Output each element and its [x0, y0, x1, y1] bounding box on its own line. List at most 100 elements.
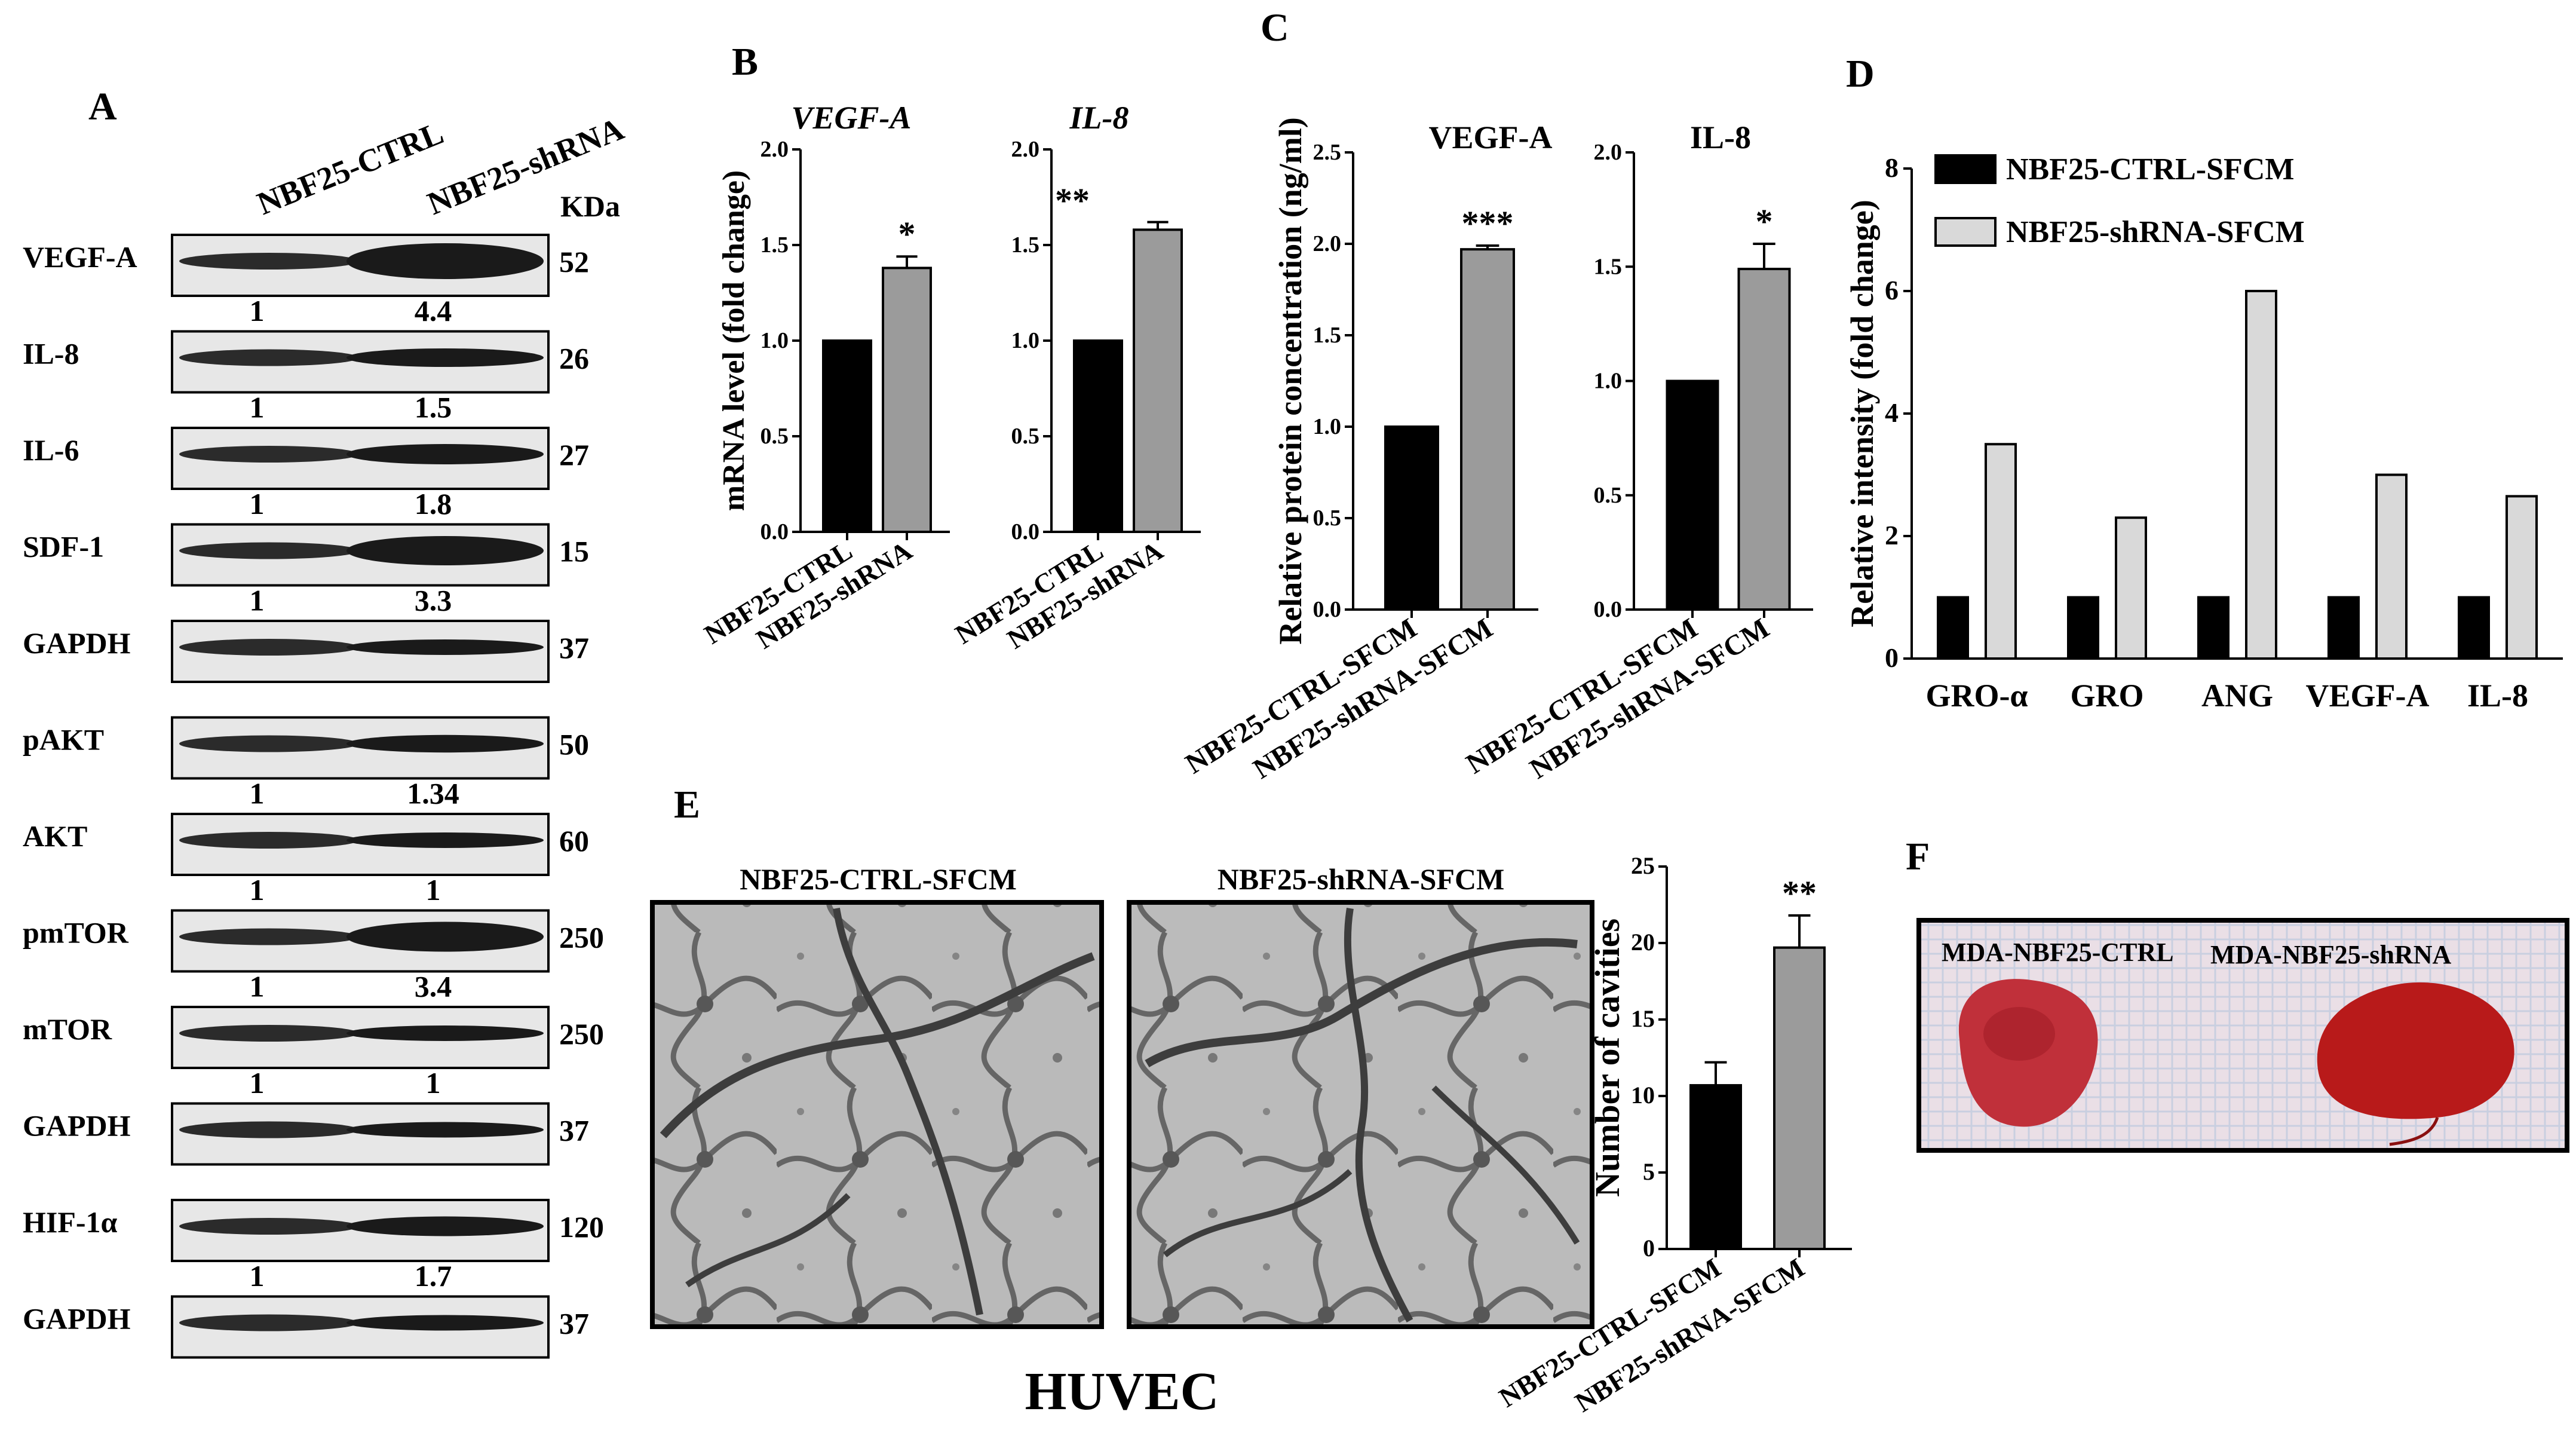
blot-kda-value: 15 [559, 535, 589, 568]
y-tick-label: 2 [1885, 520, 1899, 550]
x-tick-label: GRO-α [1925, 678, 2028, 714]
bar [1133, 228, 1183, 533]
bar [882, 267, 932, 533]
y-tick-label: 0.0 [760, 519, 789, 544]
blot-quant-shrna: 1 [426, 873, 441, 907]
blot-band-ctrl [179, 446, 358, 463]
chart-d: 0 2 4 6 8 GRO-α GRO ANG VEGF-A IL-8 NBF25-CTRL-SFC… [1844, 152, 2563, 714]
y-tick-label: 2.0 [1313, 231, 1342, 256]
y-tick-label: 0.0 [1011, 519, 1040, 544]
blot-kda-value: 60 [559, 824, 589, 858]
panel-c-label: C [1261, 6, 1289, 50]
blot-quant-ctrl: 1 [250, 970, 265, 1003]
panel-e: E NBF25-CTRL-SFCM NBF25-shRNA-SFCM HUVEC… [650, 783, 1852, 1421]
legend-label: NBF25-CTRL-SFCM [2006, 152, 2294, 186]
blot-row-label: GAPDH [23, 1109, 131, 1143]
chart-c-vegf-a: 0.00.51.01.52.02.5NBF25-CTRL-SFCMNBF25-s… [1180, 117, 1552, 785]
blot-col-label-ctrl: NBF25-CTRL [252, 115, 448, 222]
blot-band-ctrl [179, 253, 358, 270]
blot-quant-shrna: 1.5 [415, 391, 452, 424]
panel-c: C 0.00.51.01.52.02.5NBF25-CTRL-SFCMNBF25… [1180, 6, 1813, 785]
blot-kda-value: 120 [559, 1210, 604, 1244]
y-tick-label: 0.5 [1313, 506, 1342, 531]
y-tick-label: 2.0 [760, 137, 789, 162]
blot-band-ctrl [179, 639, 358, 656]
blot-quant-ctrl: 1 [250, 294, 265, 327]
significance-label: *** [1462, 204, 1514, 243]
panel-e-caption: HUVEC [1025, 1362, 1219, 1421]
panel-e-right-title: NBF25-shRNA-SFCM [1218, 862, 1505, 896]
blot-quant-ctrl: 1 [250, 487, 265, 521]
y-tick-label: 1.0 [760, 328, 789, 353]
blot-band-shrna [346, 922, 544, 952]
blot-band-shrna [346, 348, 544, 367]
y-tick-label: 1.0 [1313, 414, 1342, 439]
blot-band-ctrl [179, 928, 358, 945]
blot-band-shrna [346, 1025, 544, 1041]
bar [822, 339, 872, 533]
chart-title: VEGF-A [1429, 120, 1553, 155]
blot-row-label: pmTOR [23, 916, 129, 950]
panel-d: D 0 2 4 6 8 GRO-α GRO ANG VEGF-A IL-8 NBF25-CTRL-S… [1844, 52, 2563, 714]
blot-quant-shrna: 1.7 [415, 1259, 452, 1293]
y-tick-label: 6 [1885, 275, 1899, 305]
panel-e-left-title: NBF25-CTRL-SFCM [740, 862, 1017, 896]
blot-kda-value: 50 [559, 728, 589, 761]
significance-label: ** [1055, 181, 1090, 220]
blot-row-label: VEGF-A [23, 240, 137, 274]
blot-quant-ctrl: 1 [250, 873, 265, 907]
significance-label: * [898, 215, 916, 253]
y-tick-label: 25 [1631, 852, 1655, 879]
blot-kda-value: 37 [559, 631, 589, 665]
bar [2067, 596, 2099, 660]
blot-quant-ctrl: 1 [250, 391, 265, 424]
bar [1985, 443, 2017, 660]
blot-kda-value: 250 [559, 921, 604, 954]
blot-kda-value: 37 [559, 1307, 589, 1340]
blot-band-shrna [346, 444, 544, 464]
blot-band-shrna [346, 1216, 544, 1236]
x-tick-label: IL-8 [2467, 678, 2528, 714]
tumor-photo: MDA-NBF25-CTRL MDA-NBF25-shRNA [1916, 918, 2569, 1153]
blot-kda-header: KDa [560, 189, 620, 223]
y-tick-label: 0.5 [760, 424, 789, 449]
y-tick-label: 2.5 [1313, 140, 1342, 165]
blot-band-ctrl [179, 1121, 358, 1138]
blot-band-ctrl [179, 542, 358, 559]
y-tick-label: 1.0 [1594, 369, 1623, 394]
y-tick-label: 0 [1643, 1235, 1655, 1262]
y-tick-label: 8 [1885, 152, 1899, 183]
blot-band-ctrl [179, 349, 358, 366]
legend-label: NBF25-shRNA-SFCM [2006, 215, 2305, 249]
bar [1773, 946, 1826, 1251]
blot-band-ctrl [179, 1314, 358, 1331]
panel-f: F MDA-NBF25-CTRL MDA-NBF25-shRNA [1906, 835, 2569, 1153]
y-axis-label: Number of cavities [1588, 919, 1627, 1197]
blot-row-label: mTOR [23, 1012, 112, 1046]
y-tick-label: 0.0 [1594, 597, 1623, 622]
y-tick-label: 10 [1631, 1082, 1655, 1109]
blot-kda-value: 52 [559, 245, 589, 278]
chart-title: IL-8 [1069, 100, 1129, 136]
blot-row-label: GAPDH [23, 626, 131, 660]
bar [2197, 596, 2230, 660]
tumor-label-ctrl: MDA-NBF25-CTRL [1942, 938, 2174, 967]
chart-b-il-8: 0.00.51.01.52.0NBF25-CTRLNBF25-shRNA**IL… [950, 100, 1201, 655]
blot-quant-ctrl: 1 [250, 584, 265, 617]
bar [2458, 596, 2490, 660]
huvec-image-ctrl [650, 900, 1104, 1329]
blot-quant-ctrl: 1 [250, 1066, 265, 1100]
blot-rows: VEGF-A 52 1 4.4 IL-8 26 1 1.5 IL-6 27 1 1.8 SDF-1 15 1… [23, 234, 604, 1359]
blot-row-label: IL-6 [23, 433, 79, 467]
blot-row-label: HIF-1α [23, 1205, 118, 1239]
huvec-image-shrna [1127, 900, 1594, 1329]
y-tick-label: 15 [1631, 1005, 1655, 1032]
blot-quant-shrna: 3.4 [415, 970, 452, 1003]
blot-band-shrna [346, 243, 544, 279]
y-tick-label: 1.0 [1011, 328, 1040, 353]
panel-b: B 0.00.51.01.52.0NBF25-CTRLNBF25-shRNA*V… [699, 40, 1201, 655]
blot-band-shrna [346, 1122, 544, 1138]
blot-band-shrna [346, 832, 544, 848]
tumor-shrna [2317, 982, 2514, 1119]
significance-label: * [1756, 202, 1773, 241]
